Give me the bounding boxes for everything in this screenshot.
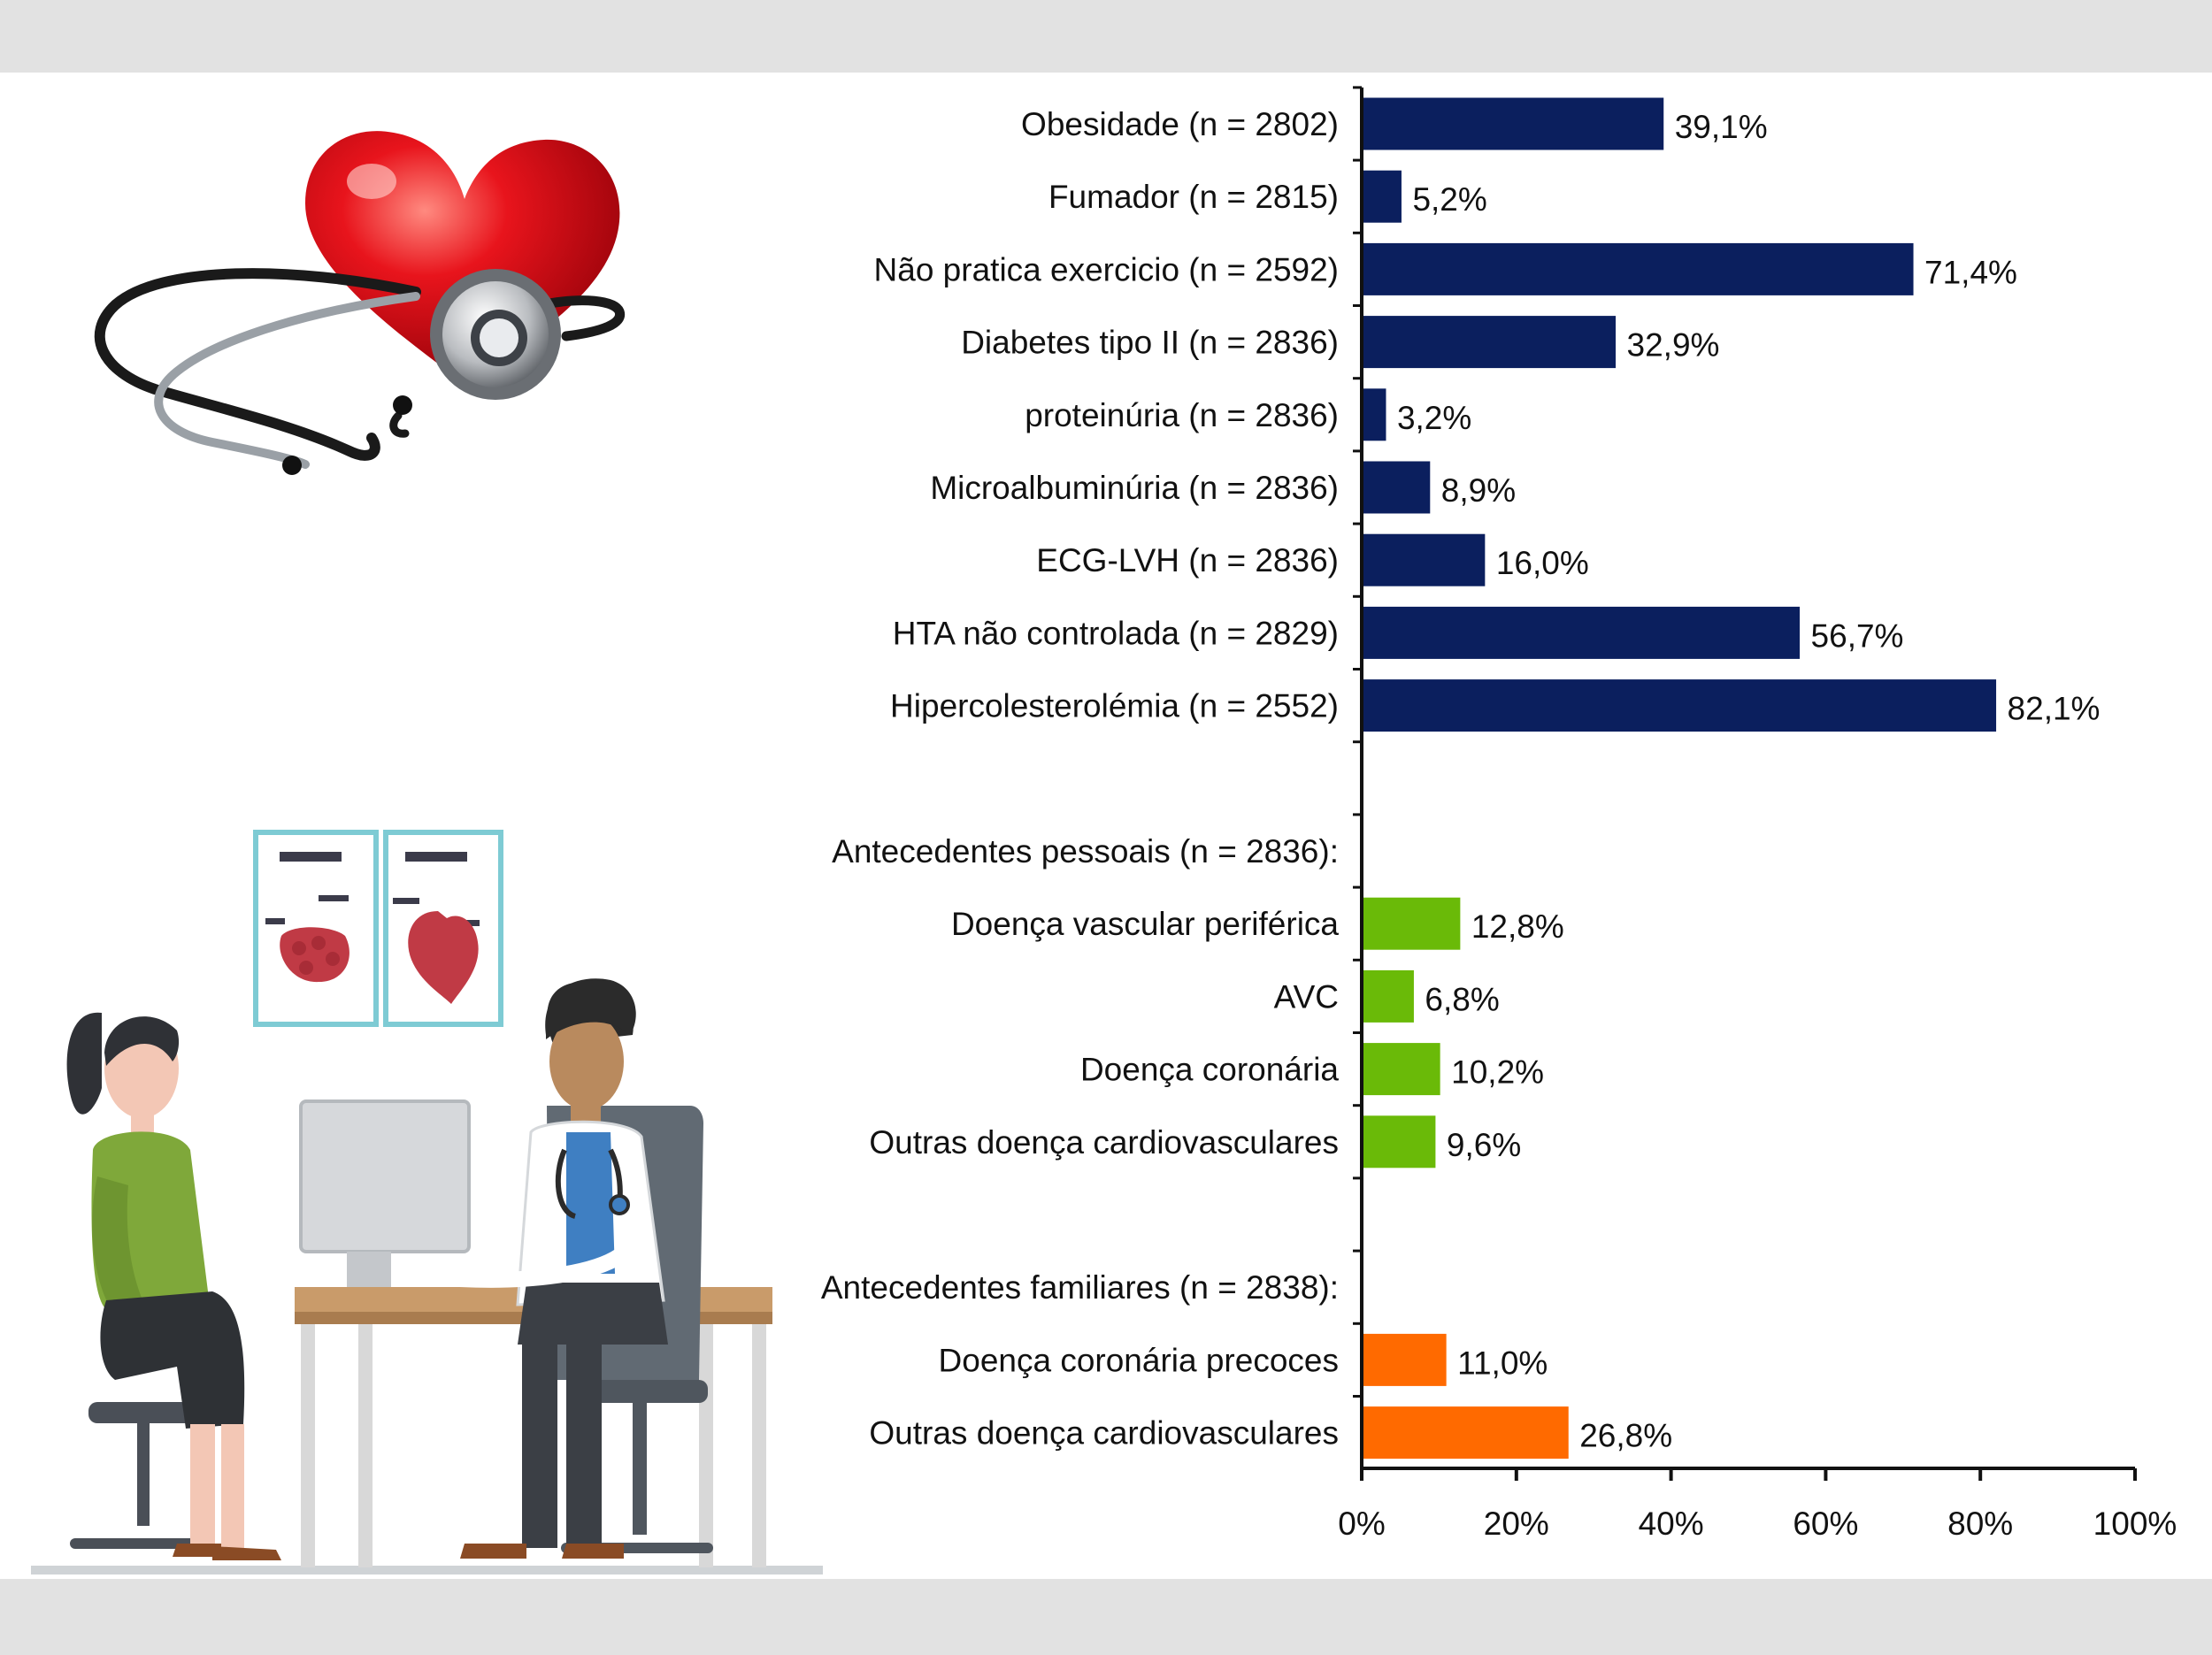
bar-risk_factors [1361,605,1801,660]
bar-personal_history [1361,1042,1441,1097]
labels-layer: Obesidade (n = 2802) 39,1% Fumador (n = 28… [821,106,2177,1542]
bar-personal_history [1361,896,1462,951]
group-header-label: Antecedentes familiares (n = 2838): [821,1269,1339,1306]
value-label: 12,8% [1471,908,1564,945]
x-tick-label: 0% [1338,1506,1385,1542]
bar-risk_factors [1361,96,1665,151]
group-header-label: Antecedentes pessoais (n = 2836): [832,833,1339,870]
bar-risk_factors [1361,533,1486,587]
bars-layer [1361,96,1998,1460]
value-label: 11,0% [1457,1345,1548,1381]
doctor-patient-consultation-illustration [31,830,823,1575]
category-label: Hipercolesterolémia (n = 2552) [890,688,1339,724]
value-label: 32,9% [1627,327,1720,364]
patient-figure [66,1012,281,1560]
x-tick-label: 80% [1947,1506,2013,1542]
wall-posters [253,830,503,1027]
bar-risk_factors [1361,241,1915,296]
value-label: 71,4% [1924,254,2017,290]
stethoscope-icon [94,268,626,475]
category-label: Doença coronária [1080,1052,1339,1088]
category-label: Doença coronária precoces [939,1342,1339,1378]
bar-personal_history [1361,969,1415,1023]
bottom-band [0,1579,2212,1655]
category-label: HTA não controlada (n = 2829) [893,615,1339,651]
value-label: 3,2% [1397,400,1471,436]
value-label: 6,8% [1425,981,1499,1017]
x-tick-label: 100% [2093,1506,2177,1542]
category-label: proteinúria (n = 2836) [1025,397,1339,433]
value-label: 8,9% [1441,472,1516,509]
value-label: 26,8% [1579,1418,1672,1454]
axis-layer [1353,86,2137,1481]
category-label: Não pratica exercicio (n = 2592) [874,251,1339,287]
category-label: Outras doença cardiovasculares [869,1415,1339,1452]
category-label: ECG-LVH (n = 2836) [1036,542,1339,578]
x-tick-label: 40% [1639,1506,1704,1542]
value-label: 9,6% [1447,1127,1521,1163]
category-label: Microalbuminúria (n = 2836) [930,470,1339,506]
value-label: 16,0% [1496,545,1589,581]
category-label: Obesidade (n = 2802) [1021,106,1339,142]
value-label: 56,7% [1811,617,1904,654]
value-label: 82,1% [2008,691,2101,727]
bar-family_history [1361,1406,1570,1460]
bar-risk_factors [1361,678,1998,733]
bar-risk_factors [1361,387,1387,442]
bar-risk_factors [1361,460,1432,515]
category-label: AVC [1274,978,1339,1015]
bar-family_history [1361,1332,1448,1387]
category-label: Outras doença cardiovasculares [869,1124,1339,1161]
category-label: Diabetes tipo II (n = 2836) [961,325,1339,361]
bar-risk_factors [1361,169,1402,224]
value-label: 5,2% [1412,181,1486,218]
category-label: Doença vascular periférica [951,906,1339,942]
top-band [0,0,2212,73]
value-label: 39,1% [1675,109,1768,145]
heart-stethoscope-illustration [94,131,626,475]
doctor-figure [452,978,713,1559]
category-label: Fumador (n = 2815) [1048,179,1339,215]
bar-personal_history [1361,1115,1437,1169]
bar-risk_factors [1361,315,1617,370]
x-tick-label: 20% [1484,1506,1549,1542]
value-label: 10,2% [1451,1054,1544,1091]
x-tick-label: 60% [1793,1506,1858,1542]
